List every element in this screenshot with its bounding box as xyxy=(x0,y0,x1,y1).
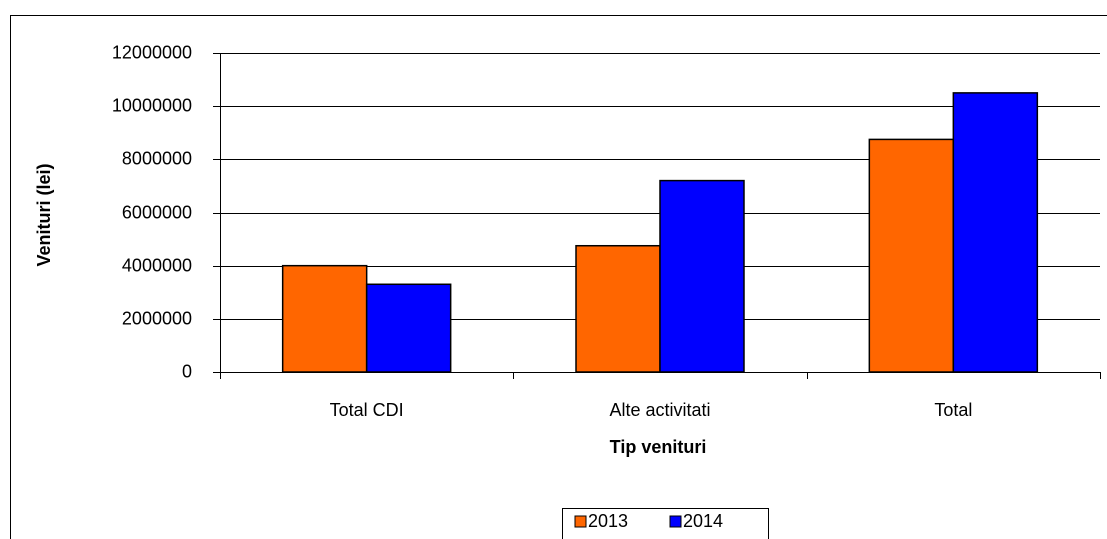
legend-label: 2014 xyxy=(683,511,723,531)
y-tick-label: 0 xyxy=(182,361,192,381)
x-axis-label: Tip venituri xyxy=(610,437,707,457)
x-tick-label: Alte activitati xyxy=(609,400,710,420)
bar xyxy=(365,283,452,373)
y-tick-label: 12000000 xyxy=(112,42,192,62)
y-tick-label: 8000000 xyxy=(122,148,192,168)
x-tick-label: Total CDI xyxy=(330,400,404,420)
bar xyxy=(575,244,661,373)
bar xyxy=(952,92,1039,373)
legend-label: 2013 xyxy=(588,511,628,531)
y-tick-label: 6000000 xyxy=(122,202,192,222)
legend-swatch xyxy=(669,515,682,528)
bar xyxy=(659,179,745,373)
bar xyxy=(868,138,955,373)
y-tick-label: 2000000 xyxy=(122,308,192,328)
legend-swatch xyxy=(574,515,587,528)
bar xyxy=(281,264,368,373)
y-axis-label: Venituri (lei) xyxy=(34,163,54,266)
y-tick-label: 4000000 xyxy=(122,255,192,275)
legend-box xyxy=(562,508,769,539)
x-tick-label: Total xyxy=(934,400,972,420)
y-tick-label: 10000000 xyxy=(112,95,192,115)
